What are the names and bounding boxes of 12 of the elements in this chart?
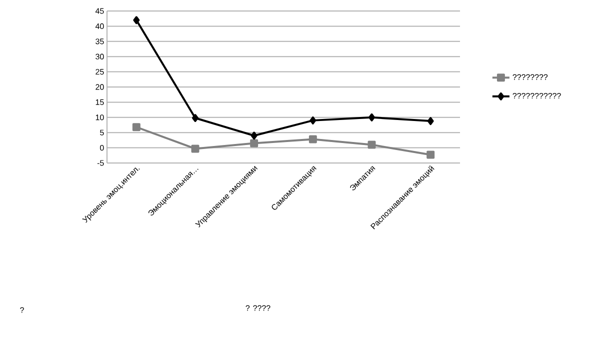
point — [132, 123, 140, 132]
point — [192, 114, 198, 122]
point — [250, 139, 258, 148]
point — [250, 132, 258, 140]
point — [133, 16, 140, 24]
point — [427, 117, 434, 126]
point — [308, 135, 317, 144]
point — [368, 140, 376, 149]
point — [191, 144, 200, 153]
point — [426, 150, 435, 159]
point — [310, 116, 316, 124]
point — [368, 113, 375, 122]
